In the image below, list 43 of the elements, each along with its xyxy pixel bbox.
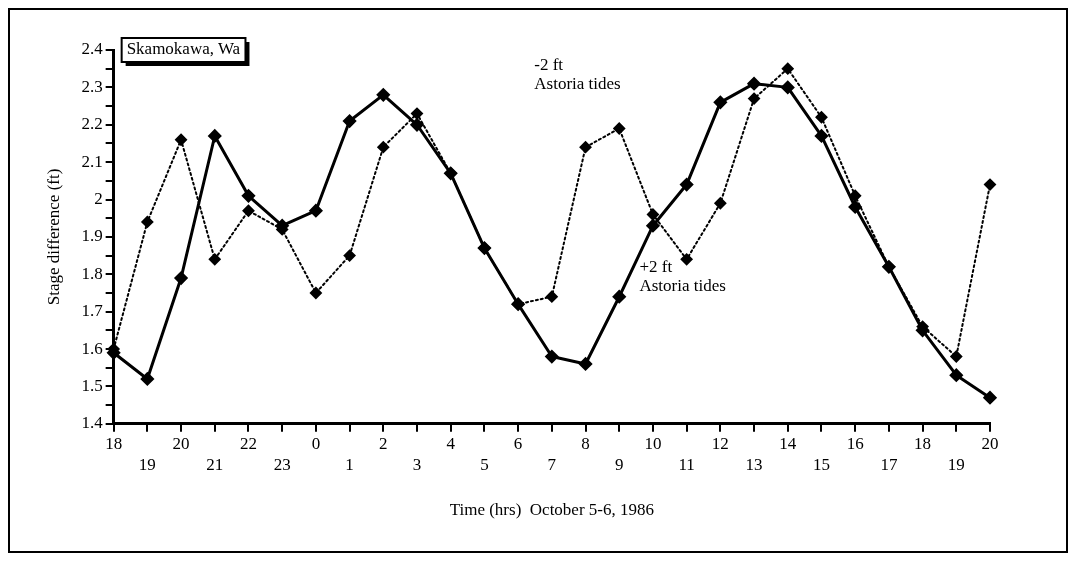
x-tick-label: 1 (345, 454, 354, 474)
x-tick-label: 9 (614, 454, 624, 474)
y-tick-label: 2 (94, 188, 103, 208)
x-tick-label: 15 (812, 454, 830, 474)
y-tick-label: 1.6 (81, 338, 103, 358)
x-tick-label: 22 (239, 434, 257, 454)
y-tick-label: 1.5 (81, 375, 103, 395)
x-tick-label: 8 (581, 434, 590, 454)
y-axis-title: Stage difference (ft) (43, 168, 63, 306)
series-label: +2 ft Astoria tides (639, 257, 726, 296)
y-tick-label: 2.4 (81, 39, 104, 59)
y-tick-label: 1.8 (81, 263, 103, 283)
x-tick-label: 18 (105, 434, 123, 454)
series-label: -2 ft Astoria tides (534, 55, 621, 94)
x-tick-label: 2 (379, 434, 388, 454)
x-tick-label: 20 (981, 434, 999, 454)
x-tick-label: 6 (513, 434, 523, 454)
x-tick-label: 11 (678, 454, 695, 474)
x-tick-label: 10 (644, 434, 662, 454)
y-tick-label: 2.3 (81, 76, 103, 96)
x-tick-label: 3 (412, 454, 422, 474)
x-tick-label: 20 (172, 434, 190, 454)
x-tick-label: 19 (947, 454, 965, 474)
x-tick-label: 19 (138, 454, 156, 474)
x-tick-label: 23 (273, 454, 291, 474)
x-tick-label: 4 (446, 434, 456, 454)
x-tick-label: 16 (846, 434, 864, 454)
x-tick-label: 12 (711, 434, 729, 454)
x-tick-label: 5 (480, 454, 489, 474)
x-tick-label: 7 (547, 454, 557, 474)
x-tick-label: 17 (880, 454, 898, 474)
x-axis-title: Time (hrs) October 5-6, 1986 (449, 500, 654, 520)
y-tick-label: 1.9 (81, 226, 103, 246)
x-tick-label: 18 (914, 434, 932, 454)
y-tick-label: 2.1 (81, 151, 103, 171)
chart-title: Skamokawa, Wa (126, 39, 241, 59)
y-tick-label: 1.4 (81, 413, 104, 433)
x-tick-label: 14 (779, 434, 797, 454)
x-tick-label: 0 (311, 434, 321, 454)
y-tick-label: 1.7 (81, 301, 104, 321)
y-tick-label: 2.2 (81, 114, 103, 134)
x-tick-label: 13 (745, 454, 763, 474)
x-tick-label: 21 (206, 454, 224, 474)
